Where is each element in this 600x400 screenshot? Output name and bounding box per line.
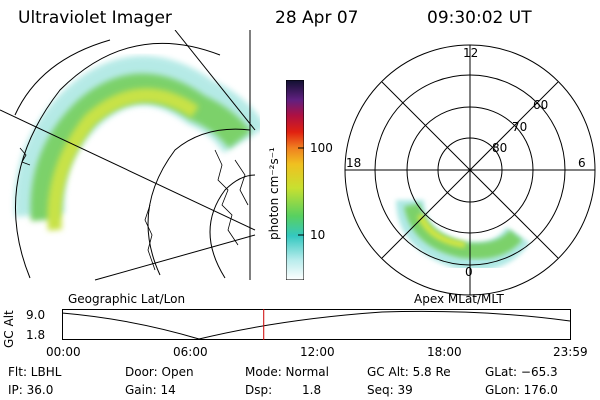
filter-info: Flt: LBHL [8, 365, 62, 379]
altitude-ylabel-wrap: GC Alt [2, 310, 16, 350]
mode-info: Mode: Normal [245, 365, 329, 379]
instrument-title: Ultraviolet Imager [18, 8, 172, 28]
apex-panel-label: Apex MLat/MLT [414, 292, 504, 306]
dsp-label: Dsp: [245, 383, 273, 397]
gc-alt-info: GC Alt: 5.8 Re [367, 365, 451, 379]
colorbar-gradient [285, 79, 305, 281]
seq-info: Seq: 39 [367, 383, 413, 397]
altitude-ylabel: GC Alt [2, 310, 16, 348]
dsp-value: 1.8 [302, 383, 322, 397]
altitude-xtick-0000: 00:00 [46, 345, 81, 359]
colorbar-tick-10: 10 [310, 228, 326, 242]
geographic-panel-label: Geographic Lat/Lon [68, 292, 186, 306]
lat-label-60: 60 [533, 98, 549, 112]
mlt-label-0: 0 [465, 265, 473, 279]
apex-polar-plot [344, 44, 596, 296]
aurora-oval-apex [396, 199, 530, 271]
gain-info: Gain: 14 [125, 383, 176, 397]
altitude-ytick-1-8: 1.8 [26, 328, 46, 342]
altitude-xtick-1200: 12:00 [300, 345, 335, 359]
altitude-curve [62, 310, 571, 340]
door-info: Door: Open [125, 365, 194, 379]
altitude-xtick-2359: 23:59 [553, 345, 588, 359]
mlt-label-12: 12 [463, 46, 479, 60]
geographic-map [0, 30, 260, 281]
coastlines [19, 147, 249, 271]
altitude-xtick-1800: 18:00 [427, 345, 462, 359]
map-grid [0, 30, 256, 281]
lat-label-70: 70 [512, 120, 528, 134]
polar-grid [344, 44, 596, 296]
colorbar-tick-100: 100 [310, 141, 333, 155]
lat-label-80: 80 [492, 141, 508, 155]
colorbar [285, 79, 305, 281]
colorbar-unit-label: photon cm⁻²s⁻¹ [267, 147, 281, 240]
ip-info: IP: 36.0 [8, 383, 54, 397]
mlt-label-18: 18 [346, 156, 362, 170]
mlt-label-6: 6 [578, 156, 586, 170]
glon-info: GLon: 176.0 [485, 383, 558, 397]
altitude-xtick-0600: 06:00 [173, 345, 208, 359]
aurora-oval-geo [14, 55, 260, 231]
altitude-ytick-9: 9.0 [26, 308, 46, 322]
altitude-plot-frame [62, 309, 571, 340]
date-label: 28 Apr 07 [275, 8, 359, 28]
time-label: 09:30:02 UT [427, 8, 532, 28]
glat-info: GLat: −65.3 [485, 365, 558, 379]
altitude-plot [62, 309, 571, 340]
